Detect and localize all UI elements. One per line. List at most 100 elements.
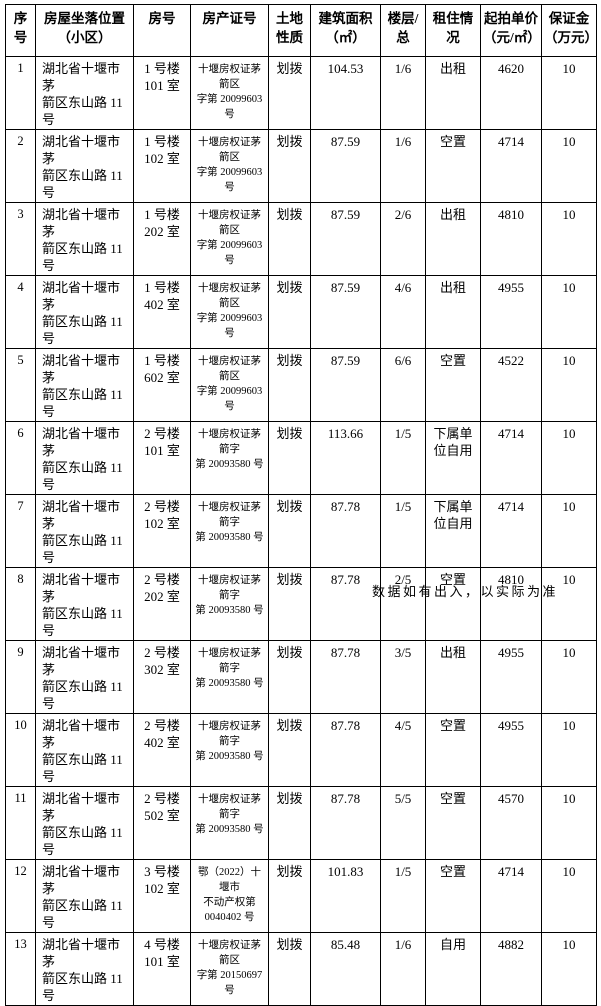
- cell-land-nature: 划拨: [268, 56, 311, 130]
- cell-land-nature: 划拨: [268, 932, 311, 1006]
- table-row: 3 湖北省十堰市茅 箭区东山路 11 号 1 号楼 202 室 十堰房权证茅箭区…: [5, 202, 597, 276]
- cell-start-price: 4620: [480, 56, 542, 130]
- cell-start-price: 4570: [480, 786, 542, 860]
- cell-room-no: 2 号楼 101 室: [133, 421, 191, 495]
- property-listing-table: 序 号 房屋坐落位置 （小区） 房号 房产证号 土地 性质 建筑面积 （㎡） 楼…: [5, 4, 597, 1006]
- cell-location: 湖北省十堰市茅 箭区东山路 11 号: [35, 786, 134, 860]
- col-header-start-price: 起拍单价 （元/㎡）: [480, 4, 542, 57]
- cell-deposit: 10: [541, 567, 597, 641]
- cell-location: 湖北省十堰市茅 箭区东山路 11 号: [35, 640, 134, 714]
- cell-rental: 空置: [425, 713, 481, 787]
- cell-rental: 空置: [425, 129, 481, 203]
- cell-cert-no: 十堰房权证茅箭字 第 20093580 号: [190, 421, 269, 495]
- cell-area: 87.59: [310, 129, 381, 203]
- cell-location: 湖北省十堰市茅 箭区东山路 11 号: [35, 129, 134, 203]
- cell-start-price: 4714: [480, 859, 542, 933]
- cell-cert-no: 十堰房权证茅箭字 第 20093580 号: [190, 713, 269, 787]
- cell-serial-no: 6: [5, 421, 36, 495]
- cell-land-nature: 划拨: [268, 567, 311, 641]
- cell-rental: 空置: [425, 859, 481, 933]
- cell-deposit: 10: [541, 932, 597, 1006]
- cell-cert-no: 十堰房权证茅箭区 字第 20099603 号: [190, 56, 269, 130]
- cell-floor: 1/5: [380, 494, 426, 568]
- cell-cert-no: 鄂（2022）十堰市 不动产权第 0040402 号: [190, 859, 269, 933]
- table-row: 4 湖北省十堰市茅 箭区东山路 11 号 1 号楼 402 室 十堰房权证茅箭区…: [5, 275, 597, 349]
- cell-room-no: 1 号楼 602 室: [133, 348, 191, 422]
- cell-floor: 3/5: [380, 640, 426, 714]
- cell-rental: 空置: [425, 567, 481, 641]
- cell-rental: 出租: [425, 202, 481, 276]
- cell-start-price: 4955: [480, 275, 542, 349]
- table-row: 2 湖北省十堰市茅 箭区东山路 11 号 1 号楼 102 室 十堰房权证茅箭区…: [5, 129, 597, 203]
- cell-floor: 1/6: [380, 129, 426, 203]
- cell-cert-no: 十堰房权证茅箭区 字第 20150697 号: [190, 932, 269, 1006]
- cell-floor: 1/5: [380, 421, 426, 495]
- cell-room-no: 1 号楼 402 室: [133, 275, 191, 349]
- cell-start-price: 4955: [480, 713, 542, 787]
- cell-rental: 空置: [425, 786, 481, 860]
- cell-area: 87.78: [310, 494, 381, 568]
- cell-area: 87.78: [310, 567, 381, 641]
- cell-start-price: 4714: [480, 129, 542, 203]
- cell-room-no: 2 号楼 402 室: [133, 713, 191, 787]
- cell-start-price: 4810: [480, 202, 542, 276]
- col-header-room-no: 房号: [133, 4, 191, 57]
- cell-room-no: 2 号楼 202 室: [133, 567, 191, 641]
- cell-rental: 自用: [425, 932, 481, 1006]
- table-row: 13 湖北省十堰市茅 箭区东山路 11 号 4 号楼 101 室 十堰房权证茅箭…: [5, 932, 597, 1006]
- col-header-serial-no: 序 号: [5, 4, 36, 57]
- cell-location: 湖北省十堰市茅 箭区东山路 11 号: [35, 713, 134, 787]
- cell-rental: 出租: [425, 275, 481, 349]
- cell-serial-no: 2: [5, 129, 36, 203]
- cell-room-no: 2 号楼 302 室: [133, 640, 191, 714]
- cell-deposit: 10: [541, 275, 597, 349]
- cell-deposit: 10: [541, 129, 597, 203]
- cell-start-price: 4522: [480, 348, 542, 422]
- cell-start-price: 4714: [480, 494, 542, 568]
- cell-area: 87.78: [310, 713, 381, 787]
- col-header-deposit: 保证金 （万元）: [541, 4, 597, 57]
- cell-room-no: 3 号楼 102 室: [133, 859, 191, 933]
- table-row: 1 湖北省十堰市茅 箭区东山路 11 号 1 号楼 101 室 十堰房权证茅箭区…: [5, 56, 597, 130]
- cell-rental: 出租: [425, 640, 481, 714]
- cell-area: 104.53: [310, 56, 381, 130]
- header-row: 序 号 房屋坐落位置 （小区） 房号 房产证号 土地 性质 建筑面积 （㎡） 楼…: [5, 4, 597, 57]
- cell-area: 87.78: [310, 786, 381, 860]
- cell-serial-no: 10: [5, 713, 36, 787]
- cell-land-nature: 划拨: [268, 275, 311, 349]
- cell-room-no: 2 号楼 502 室: [133, 786, 191, 860]
- cell-land-nature: 划拨: [268, 640, 311, 714]
- cell-cert-no: 十堰房权证茅箭区 字第 20099603 号: [190, 275, 269, 349]
- cell-room-no: 1 号楼 101 室: [133, 56, 191, 130]
- cell-cert-no: 十堰房权证茅箭区 字第 20099603 号: [190, 129, 269, 203]
- cell-start-price: 4955: [480, 640, 542, 714]
- cell-cert-no: 十堰房权证茅箭区 字第 20099603 号: [190, 202, 269, 276]
- cell-deposit: 10: [541, 859, 597, 933]
- cell-land-nature: 划拨: [268, 494, 311, 568]
- cell-area: 87.59: [310, 348, 381, 422]
- cell-deposit: 10: [541, 494, 597, 568]
- cell-floor: 1/5: [380, 859, 426, 933]
- cell-location: 湖北省十堰市茅 箭区东山路 11 号: [35, 567, 134, 641]
- col-header-location: 房屋坐落位置 （小区）: [35, 4, 134, 57]
- table-body: 1 湖北省十堰市茅 箭区东山路 11 号 1 号楼 101 室 十堰房权证茅箭区…: [5, 56, 597, 1006]
- cell-land-nature: 划拨: [268, 129, 311, 203]
- cell-rental: 下属单 位自用: [425, 421, 481, 495]
- cell-serial-no: 9: [5, 640, 36, 714]
- cell-location: 湖北省十堰市茅 箭区东山路 11 号: [35, 56, 134, 130]
- cell-serial-no: 8: [5, 567, 36, 641]
- cell-area: 87.59: [310, 202, 381, 276]
- cell-floor: 2/6: [380, 202, 426, 276]
- cell-location: 湖北省十堰市茅 箭区东山路 11 号: [35, 859, 134, 933]
- cell-cert-no: 十堰房权证茅箭字 第 20093580 号: [190, 567, 269, 641]
- table-row: 10 湖北省十堰市茅 箭区东山路 11 号 2 号楼 402 室 十堰房权证茅箭…: [5, 713, 597, 787]
- table-row: 6 湖北省十堰市茅 箭区东山路 11 号 2 号楼 101 室 十堰房权证茅箭字…: [5, 421, 597, 495]
- cell-deposit: 10: [541, 786, 597, 860]
- table-row: 12 湖北省十堰市茅 箭区东山路 11 号 3 号楼 102 室 鄂（2022）…: [5, 859, 597, 933]
- cell-serial-no: 4: [5, 275, 36, 349]
- cell-location: 湖北省十堰市茅 箭区东山路 11 号: [35, 421, 134, 495]
- col-header-floor: 楼层/ 总: [380, 4, 426, 57]
- cell-room-no: 1 号楼 102 室: [133, 129, 191, 203]
- cell-land-nature: 划拨: [268, 421, 311, 495]
- table-row: 8 湖北省十堰市茅 箭区东山路 11 号 2 号楼 202 室 十堰房权证茅箭字…: [5, 567, 597, 641]
